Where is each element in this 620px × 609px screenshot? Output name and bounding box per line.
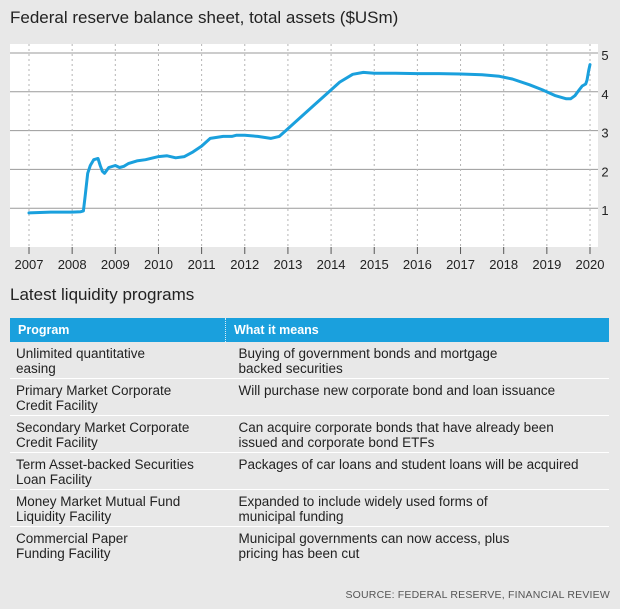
x-tick-label: 2017 <box>446 257 475 272</box>
header-program: Program <box>10 318 226 342</box>
x-tick-label: 2007 <box>15 257 44 272</box>
source-note: SOURCE: FEDERAL RESERVE, FINANCIAL REVIE… <box>345 589 610 601</box>
program-meaning: Packages of car loans and student loans … <box>225 452 609 490</box>
program-name: Money Market Mutual Fund Liquidity Facil… <box>10 489 226 527</box>
table-row: Primary Market Corporate Credit Facility… <box>10 378 609 416</box>
y-tick-label: 2 <box>601 164 608 179</box>
header-meaning: What it means <box>225 318 609 342</box>
x-tick-label: 2013 <box>273 257 302 272</box>
table-title: Latest liquidity programs <box>10 285 195 304</box>
x-tick-label: 2008 <box>58 257 87 272</box>
table-row: Unlimited quantitative easing Buying of g… <box>10 342 609 379</box>
x-tick-label: 2014 <box>317 257 346 272</box>
x-tick-label: 2020 <box>576 257 605 272</box>
program-meaning: Can acquire corporate bonds that have al… <box>225 415 609 453</box>
y-tick-label: 3 <box>601 126 608 141</box>
y-tick-label: 1 <box>601 203 608 218</box>
x-tick-label: 2011 <box>188 257 216 272</box>
program-name: Unlimited quantitative easing <box>10 342 226 379</box>
program-name: Commercial Paper Funding Facility <box>16 531 128 561</box>
x-tick-label: 2012 <box>230 257 259 272</box>
table-header-row: Program What it means <box>10 318 609 342</box>
program-name: Secondary Market Corporate Credit Facili… <box>10 415 226 453</box>
x-axis-ticks <box>28 247 591 254</box>
chart-title: Federal reserve balance sheet, total ass… <box>10 8 399 27</box>
x-tick-label: 2019 <box>532 257 561 272</box>
balance-sheet-chart: 2007 2008 2009 2010 2011 2012 2013 2014 2015 2016… <box>10 44 609 272</box>
program-meaning: Expanded to include widely used forms of… <box>225 489 609 527</box>
table-row: Commercial Paper Funding Facility Municip… <box>10 527 609 564</box>
program-meaning: Will purchase new corporate bond and loa… <box>225 378 609 416</box>
x-tick-label: 2016 <box>403 257 432 272</box>
y-tick-label: 5 <box>601 48 608 63</box>
table-row: Secondary Market Corporate Credit Facili… <box>10 415 609 453</box>
program-name: Primary Market Corporate Credit Facility <box>10 378 226 416</box>
plot-background <box>10 44 598 247</box>
y-axis-labels: 1 2 3 4 5 <box>601 48 608 218</box>
y-tick-label: 4 <box>601 87 608 102</box>
program-name: Term Asset-backed Securities Loan Facili… <box>10 452 226 490</box>
x-tick-label: 2018 <box>489 257 518 272</box>
x-tick-label: 2015 <box>360 257 389 272</box>
x-axis-labels: 2007 2008 2009 2010 2011 2012 2013 2014 2015 2016… <box>15 257 605 272</box>
program-meaning: Municipal governments can now access, pl… <box>238 531 510 561</box>
table-row: Term Asset-backed Securities Loan Facili… <box>10 452 609 490</box>
x-tick-label: 2010 <box>144 257 173 272</box>
program-meaning: Buying of government bonds and mortgage … <box>225 342 609 379</box>
series-line <box>27 63 592 215</box>
x-tick-label: 2009 <box>101 257 130 272</box>
liquidity-programs-table: Program What it means Unlimited quantita… <box>10 318 609 563</box>
table-row: Money Market Mutual Fund Liquidity Facil… <box>10 489 609 527</box>
